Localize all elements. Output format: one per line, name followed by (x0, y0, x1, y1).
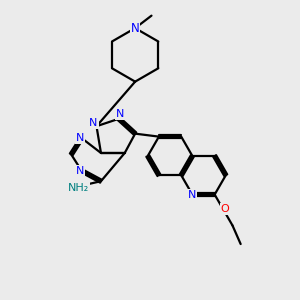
Text: N: N (89, 118, 98, 128)
Text: N: N (116, 109, 124, 119)
Text: O: O (221, 204, 230, 214)
Text: NH₂: NH₂ (68, 183, 89, 193)
Text: N: N (188, 190, 196, 200)
Text: N: N (76, 133, 84, 143)
Text: N: N (76, 166, 84, 176)
Text: N: N (131, 22, 140, 34)
